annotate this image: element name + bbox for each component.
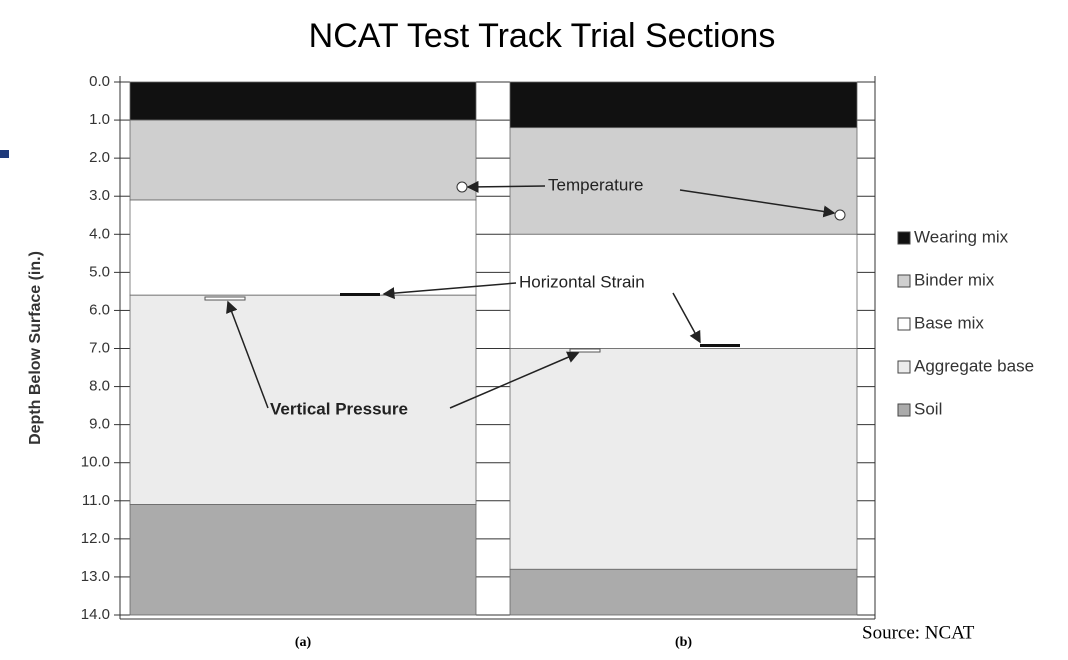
legend-label: Aggregate base (914, 356, 1034, 375)
y-tick-label: 13.0 (81, 568, 110, 585)
layer (129, 294, 477, 505)
arrow (226, 300, 269, 409)
layer (129, 81, 477, 121)
decoration (0, 150, 9, 158)
legend-label: Base mix (914, 313, 984, 332)
y-tick-label: 4.0 (89, 225, 110, 242)
layer (509, 233, 858, 349)
y-tick-label: 1.0 (89, 111, 110, 128)
layer (509, 568, 858, 616)
sensor (700, 344, 740, 347)
y-tick-label: 7.0 (89, 339, 110, 356)
layer (129, 119, 477, 201)
sensor (569, 348, 601, 353)
arrow (382, 282, 517, 300)
x-tick-label: (a) (295, 635, 312, 650)
arrow (672, 292, 701, 344)
annotation: Temperature (548, 175, 643, 194)
sensor (834, 209, 846, 221)
layer (509, 81, 858, 129)
y-tick-label: 8.0 (89, 378, 110, 395)
layer (509, 127, 858, 235)
arrow (449, 351, 580, 409)
y-tick-label: 12.0 (81, 530, 110, 547)
y-tick-label: 14.0 (81, 606, 110, 623)
legend-swatch (897, 231, 911, 245)
sensor (340, 293, 380, 296)
layer (129, 199, 477, 296)
y-tick-label: 9.0 (89, 416, 110, 433)
y-tick-label: 3.0 (89, 187, 110, 204)
y-tick-label: 0.0 (89, 73, 110, 90)
legend-label: Wearing mix (914, 227, 1009, 246)
x-tick-label: (b) (675, 635, 692, 650)
sensor (204, 296, 246, 301)
y-tick-label: 2.0 (89, 149, 110, 166)
annotation: Vertical Pressure (270, 399, 408, 418)
legend-swatch (897, 360, 911, 374)
y-tick-label: 11.0 (82, 492, 110, 509)
sensor (456, 181, 468, 193)
layer (509, 348, 858, 570)
source: Source: NCAT (862, 622, 975, 643)
legend-swatch (897, 274, 911, 288)
layer (129, 504, 477, 616)
chart-title: NCAT Test Track Trial Sections (309, 17, 776, 55)
arrow (679, 189, 836, 218)
legend-label: Soil (914, 399, 942, 418)
y-tick-label: 5.0 (89, 263, 110, 280)
legend-swatch (897, 317, 911, 331)
y-axis-label: Depth Below Surface (in.) (27, 251, 44, 445)
legend-label: Binder mix (914, 270, 995, 289)
y-tick-label: 6.0 (89, 301, 110, 318)
legend-swatch (897, 403, 911, 417)
arrow (466, 180, 546, 193)
annotation: Horizontal Strain (519, 272, 645, 291)
y-tick-label: 10.0 (81, 454, 110, 471)
